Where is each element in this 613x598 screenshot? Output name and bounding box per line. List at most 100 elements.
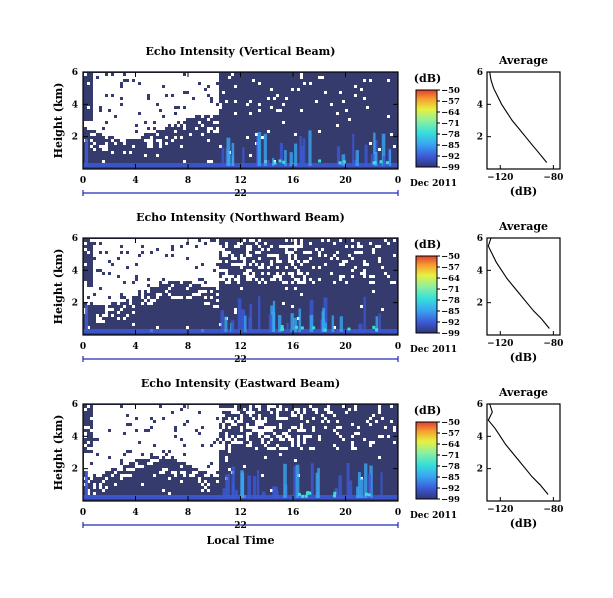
no-data-cell [201, 414, 204, 417]
no-data-cell [165, 438, 168, 441]
no-data-cell [210, 296, 213, 299]
no-data-cell [198, 456, 201, 459]
no-data-cell [96, 408, 99, 411]
no-data-cell [114, 142, 117, 145]
no-data-cell [171, 115, 174, 118]
colorbar-tick-label: −99 [441, 163, 460, 173]
no-data-cell [192, 456, 195, 459]
no-data-cell [279, 408, 282, 411]
no-data-cell [144, 91, 147, 94]
no-data-cell [147, 239, 150, 242]
no-data-cell [213, 272, 216, 275]
no-data-cell [204, 435, 207, 438]
no-data-cell [336, 112, 339, 115]
no-data-cell [135, 242, 138, 245]
no-data-cell [195, 435, 198, 438]
no-data-cell [99, 76, 102, 79]
no-data-cell [156, 121, 159, 124]
no-data-cell [294, 459, 297, 462]
no-data-cell [198, 257, 201, 260]
no-data-cell [156, 154, 159, 157]
no-data-cell [270, 245, 273, 248]
no-data-cell [330, 103, 333, 106]
no-data-cell [354, 447, 357, 450]
no-data-cell [132, 127, 135, 130]
no-data-cell [201, 239, 204, 242]
colorbar-unit: (dB) [414, 238, 441, 251]
no-data-cell [174, 136, 177, 139]
no-data-cell [150, 269, 153, 272]
no-data-cell [171, 471, 174, 474]
no-data-cell [123, 133, 126, 136]
no-data-cell [99, 302, 102, 305]
no-data-cell [141, 82, 144, 85]
no-data-cell [147, 145, 150, 148]
no-data-cell [168, 97, 171, 100]
no-data-cell [132, 275, 135, 278]
no-data-cell [129, 266, 132, 269]
no-data-cell [216, 414, 219, 417]
no-data-cell [93, 109, 96, 112]
no-data-cell [87, 287, 90, 290]
no-data-cell [210, 450, 213, 453]
no-data-cell [153, 275, 156, 278]
no-data-cell [111, 103, 114, 106]
no-data-cell [189, 260, 192, 263]
no-data-cell [129, 151, 132, 154]
no-data-cell [198, 121, 201, 124]
no-data-cell [210, 76, 213, 79]
no-data-cell [189, 417, 192, 420]
no-data-cell [246, 444, 249, 447]
no-data-cell [336, 251, 339, 254]
no-data-cell [336, 420, 339, 423]
no-data-cell [189, 269, 192, 272]
no-data-cell [105, 109, 108, 112]
no-data-cell [201, 432, 204, 435]
no-data-cell [186, 88, 189, 91]
echo-streak [293, 317, 298, 332]
no-data-cell [210, 266, 213, 269]
no-data-cell [279, 109, 282, 112]
no-data-cell [249, 254, 252, 257]
no-data-cell [120, 269, 123, 272]
no-data-cell [174, 245, 177, 248]
no-data-cell [144, 130, 147, 133]
no-data-cell [126, 94, 129, 97]
no-data-cell [309, 251, 312, 254]
no-data-cell [270, 438, 273, 441]
no-data-cell [120, 133, 123, 136]
no-data-cell [105, 284, 108, 287]
no-data-cell [264, 456, 267, 459]
no-data-cell [192, 408, 195, 411]
no-data-cell [114, 444, 117, 447]
no-data-cell [240, 266, 243, 269]
no-data-cell [240, 429, 243, 432]
echo-peak [372, 161, 376, 165]
no-data-cell [171, 76, 174, 79]
no-data-cell [126, 468, 129, 471]
no-data-cell [123, 118, 126, 121]
no-data-cell [264, 420, 267, 423]
no-data-cell [348, 254, 351, 257]
y-tick-label: 4 [72, 266, 78, 276]
no-data-cell [189, 82, 192, 85]
no-data-cell [159, 100, 162, 103]
no-data-cell [195, 263, 198, 266]
no-data-cell [117, 429, 120, 432]
no-data-cell [183, 85, 186, 88]
no-data-cell [96, 290, 99, 293]
no-data-cell [99, 245, 102, 248]
no-data-cell [255, 423, 258, 426]
no-data-cell [195, 447, 198, 450]
no-data-cell [135, 91, 138, 94]
echo-streak [375, 316, 379, 332]
no-data-cell [165, 290, 168, 293]
profile-y-tick-label: 6 [477, 400, 483, 410]
no-data-cell [99, 278, 102, 281]
no-data-cell [159, 97, 162, 100]
no-data-cell [180, 278, 183, 281]
no-data-cell [180, 266, 183, 269]
no-data-cell [120, 76, 123, 79]
no-data-cell [93, 483, 96, 486]
no-data-cell [198, 441, 201, 444]
